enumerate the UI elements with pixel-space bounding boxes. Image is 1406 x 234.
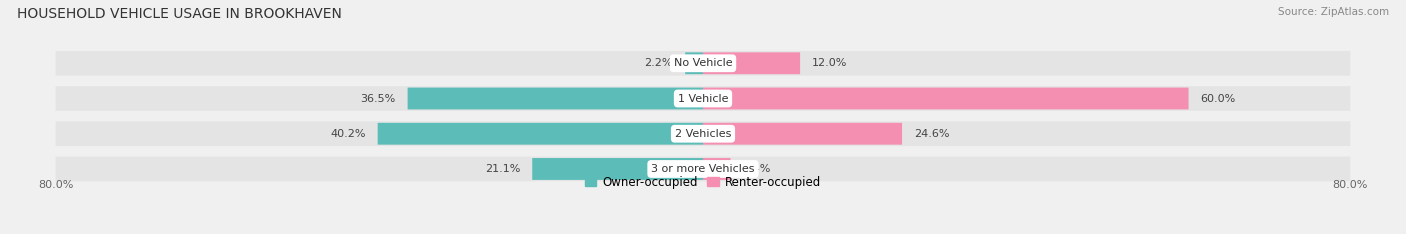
FancyBboxPatch shape: [56, 157, 1350, 181]
FancyBboxPatch shape: [533, 158, 703, 180]
FancyBboxPatch shape: [408, 88, 703, 110]
Text: 60.0%: 60.0%: [1201, 94, 1236, 103]
Text: 2.2%: 2.2%: [644, 58, 673, 68]
FancyBboxPatch shape: [56, 121, 1350, 146]
Text: 1 Vehicle: 1 Vehicle: [678, 94, 728, 103]
FancyBboxPatch shape: [703, 88, 1188, 110]
FancyBboxPatch shape: [685, 52, 703, 74]
FancyBboxPatch shape: [56, 51, 1350, 76]
Text: 3.4%: 3.4%: [742, 164, 770, 174]
FancyBboxPatch shape: [703, 52, 800, 74]
FancyBboxPatch shape: [703, 123, 903, 145]
Text: Source: ZipAtlas.com: Source: ZipAtlas.com: [1278, 7, 1389, 17]
Text: 24.6%: 24.6%: [914, 129, 949, 139]
Text: 2 Vehicles: 2 Vehicles: [675, 129, 731, 139]
FancyBboxPatch shape: [703, 158, 731, 180]
FancyBboxPatch shape: [56, 86, 1350, 111]
Text: 36.5%: 36.5%: [360, 94, 395, 103]
Legend: Owner-occupied, Renter-occupied: Owner-occupied, Renter-occupied: [579, 171, 827, 194]
FancyBboxPatch shape: [378, 123, 703, 145]
Text: 12.0%: 12.0%: [813, 58, 848, 68]
Text: 3 or more Vehicles: 3 or more Vehicles: [651, 164, 755, 174]
Text: 80.0%: 80.0%: [38, 180, 73, 190]
Text: No Vehicle: No Vehicle: [673, 58, 733, 68]
Text: 40.2%: 40.2%: [330, 129, 366, 139]
Text: 21.1%: 21.1%: [485, 164, 520, 174]
Text: HOUSEHOLD VEHICLE USAGE IN BROOKHAVEN: HOUSEHOLD VEHICLE USAGE IN BROOKHAVEN: [17, 7, 342, 21]
Text: 80.0%: 80.0%: [1333, 180, 1368, 190]
